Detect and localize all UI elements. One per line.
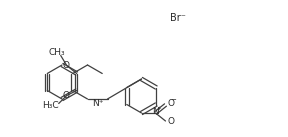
Text: O: O <box>167 99 174 109</box>
Text: −: − <box>170 97 177 103</box>
Text: Br⁻: Br⁻ <box>170 13 186 23</box>
Text: CH₃: CH₃ <box>48 48 65 57</box>
Text: H₃C: H₃C <box>42 101 59 110</box>
Text: +: + <box>156 105 161 111</box>
Text: O: O <box>167 118 174 126</box>
Text: O: O <box>62 61 69 70</box>
Text: N⁺: N⁺ <box>92 99 104 108</box>
Text: O: O <box>62 91 69 100</box>
Text: N: N <box>152 108 159 116</box>
